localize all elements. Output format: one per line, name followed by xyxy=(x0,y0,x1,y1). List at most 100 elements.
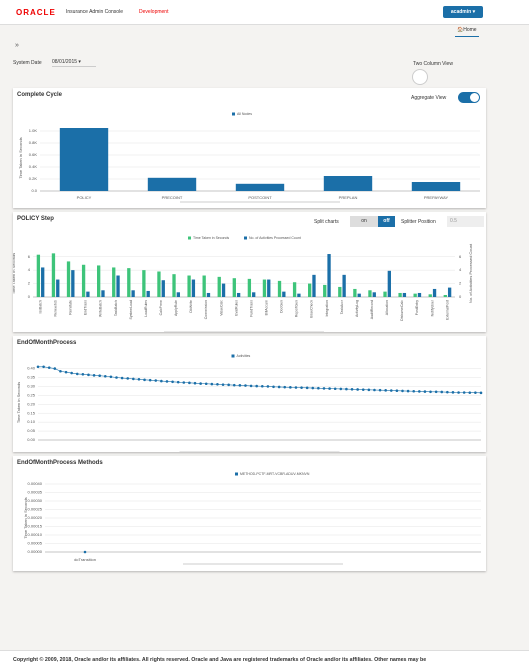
point xyxy=(249,384,253,388)
point xyxy=(143,378,146,382)
y-tick-label: 0.20 xyxy=(27,401,36,406)
bar xyxy=(202,275,206,297)
x-tick-label: LoadRules xyxy=(144,300,148,317)
x-tick-label: Commission xyxy=(204,300,208,319)
point xyxy=(42,365,45,369)
x-tick-label: ExternalPost xyxy=(445,300,449,320)
x-tick-label: CalcPrem xyxy=(159,300,163,315)
legend-label: Time Taken in Seconds xyxy=(193,236,229,240)
point xyxy=(378,388,382,392)
off-button[interactable]: off xyxy=(378,216,395,227)
point xyxy=(272,385,275,389)
y-tick-label: 0.15 xyxy=(27,410,36,415)
point xyxy=(132,377,135,381)
bar xyxy=(206,292,211,297)
y-axis-label: Time Taken in Seconds xyxy=(16,382,21,423)
chart: 0.00 0.05 0.10 0.15 0.20 0.25 0.30 0.35 0.40 Time… xyxy=(16,354,483,452)
bar xyxy=(428,294,432,297)
y-tick-label: 0.00000 xyxy=(28,549,43,554)
y-tick-label: 0.00015 xyxy=(28,524,43,529)
point xyxy=(109,375,113,379)
x-tick-label: SystemLoad xyxy=(129,300,133,320)
bar xyxy=(402,292,407,297)
panel: 0.00000 0.00005 0.00010 0.00015 0.00020 0.000… xyxy=(13,456,486,571)
legend-swatch xyxy=(235,472,238,476)
x-tick-label: ValueCalc xyxy=(219,300,223,316)
bar xyxy=(338,286,342,297)
point xyxy=(356,388,359,391)
x-tick-label: TaskAccr xyxy=(340,299,344,314)
point xyxy=(406,389,410,393)
point xyxy=(171,380,174,384)
point xyxy=(165,380,169,383)
bar xyxy=(342,274,346,297)
user-button[interactable]: acadmin ▾ xyxy=(443,6,483,18)
point xyxy=(120,376,124,380)
bar xyxy=(312,274,316,297)
bar xyxy=(191,279,196,297)
bar xyxy=(101,290,105,297)
line xyxy=(38,366,482,394)
point xyxy=(115,376,118,379)
panel-title: Complete Cycle xyxy=(17,92,63,98)
x-tick-label: ApplyRule xyxy=(174,300,178,316)
point xyxy=(395,389,399,393)
bar xyxy=(112,267,116,297)
bar xyxy=(161,280,165,297)
point xyxy=(193,381,197,385)
bar xyxy=(277,280,282,297)
point xyxy=(204,382,208,386)
point xyxy=(53,367,57,370)
bar xyxy=(411,182,461,191)
date-picker[interactable]: 08/01/2015 ▾ xyxy=(52,59,96,67)
bar xyxy=(147,177,197,191)
x-tick-label: FundTrans xyxy=(249,300,253,317)
y-tick-label: 0.00025 xyxy=(28,507,43,512)
x-tick-label: Allocation xyxy=(385,300,389,315)
point xyxy=(47,366,51,369)
bar xyxy=(308,283,312,297)
date: 08/01/2015 xyxy=(52,59,78,65)
y-tick-label: 1.0K xyxy=(29,128,38,133)
splitter-input[interactable]: 0.5 xyxy=(447,216,484,227)
x-tick-label: doTransition xyxy=(74,557,96,562)
aggregate-label: Aggregate View xyxy=(411,95,447,101)
footer: Copyright © 2009, 2018, Oracle and/or it… xyxy=(13,657,427,663)
point xyxy=(462,391,466,394)
legend-swatch xyxy=(232,112,235,116)
x-tick-label: POSTCOINT xyxy=(248,195,272,200)
legend-swatch xyxy=(188,236,191,240)
bar xyxy=(383,291,387,297)
point xyxy=(221,383,225,386)
panel: 0 2 4 6 0 2 4 6 Time Taken in Seconds No. of Acti… xyxy=(13,212,486,332)
home-tab[interactable]: 🏠Home xyxy=(455,27,479,37)
point xyxy=(160,379,163,383)
bar xyxy=(131,290,135,297)
x-tick-label: TaskBatch xyxy=(114,300,118,316)
on-button[interactable]: on xyxy=(350,216,378,227)
y-tick-label: 0 xyxy=(28,294,31,299)
point xyxy=(367,388,371,392)
point xyxy=(418,390,421,393)
point xyxy=(412,389,416,393)
y-axis-label: Time Taken in Seconds xyxy=(13,253,16,294)
y-tick-label: 0.40 xyxy=(27,366,36,371)
point xyxy=(70,371,73,375)
y-tick-label: 0.8K xyxy=(29,140,38,145)
expand[interactable]: » xyxy=(15,42,19,49)
point xyxy=(429,390,432,394)
env: Development xyxy=(139,9,169,15)
bar xyxy=(432,288,437,297)
bar xyxy=(323,284,327,297)
point xyxy=(434,390,438,394)
aggregate-toggle[interactable] xyxy=(458,92,480,103)
point xyxy=(446,390,449,394)
panel-title: EndOfMonthProcess xyxy=(17,340,77,346)
y-tick-label: 0.00010 xyxy=(28,532,43,537)
user: acadmin xyxy=(450,9,472,15)
point xyxy=(148,378,152,382)
x-tick-label: WriteBatch xyxy=(99,300,103,317)
point xyxy=(474,391,477,394)
two-col-toggle[interactable] xyxy=(412,69,428,85)
